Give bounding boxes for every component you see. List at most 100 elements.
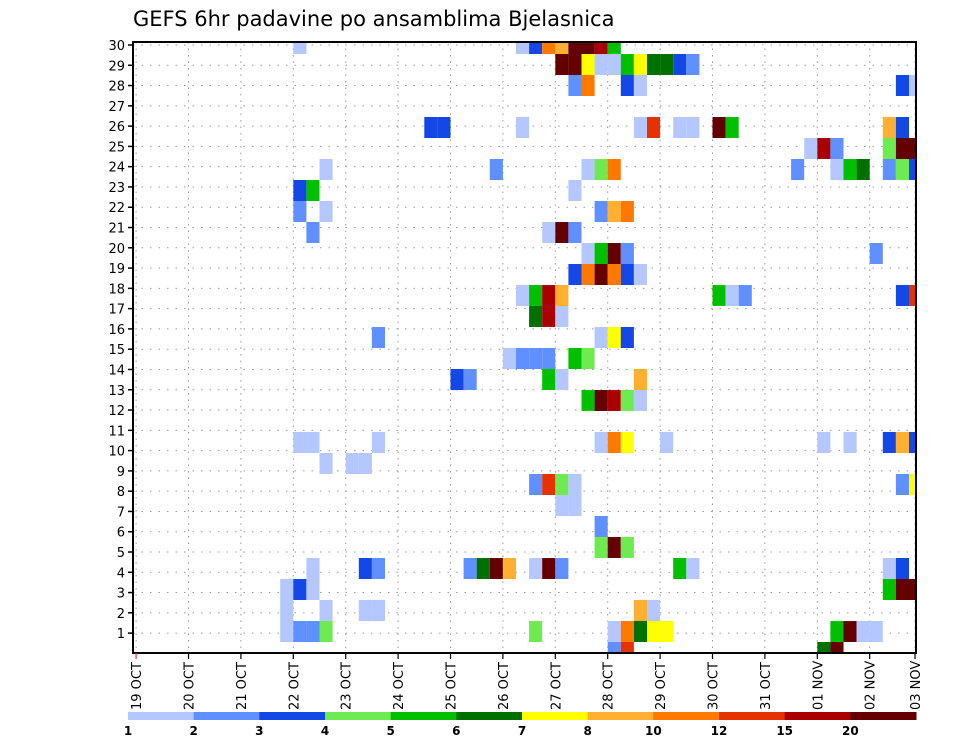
heatmap-cell-member-13	[633, 390, 647, 411]
x-tick-label: 27 OCT	[549, 662, 564, 710]
heatmap-cell-member-20	[869, 243, 883, 264]
y-tick-label: 18	[108, 282, 125, 297]
heatmap-cell-member-30	[607, 42, 621, 54]
heatmap-cell-member-26	[686, 117, 700, 138]
heatmap-cell-member-15	[542, 348, 556, 369]
heatmap-cell-member-26	[725, 117, 739, 138]
heatmap-cell-member-28	[909, 75, 916, 96]
heatmap-cell-member-9	[529, 474, 543, 495]
heatmap-cell-member-24	[319, 159, 333, 180]
heatmap-cell-member-11	[371, 432, 385, 453]
heatmap-cell-member-3	[319, 600, 333, 621]
heatmap-cell-member-11	[909, 432, 916, 453]
colorbar-segment	[193, 712, 260, 720]
heatmap-cell-member-25	[830, 138, 844, 159]
heatmap-cell-member-28	[568, 75, 582, 96]
heatmap-cell-member-18	[895, 285, 909, 306]
heatmap-cell-member-23	[568, 180, 582, 201]
heatmap-cell-member-2	[830, 621, 844, 642]
heatmap-cell-member-15	[516, 348, 530, 369]
colorbar-label: 12	[711, 724, 728, 738]
heatmap-cell-member-5	[529, 558, 543, 579]
heatmap-cell-member-11	[882, 432, 896, 453]
heatmap-cell-member-25	[817, 138, 831, 159]
x-tick-label: 29 OCT	[654, 662, 669, 710]
heatmap-cell-member-14	[555, 369, 569, 390]
heatmap-cell-member-2	[620, 621, 634, 642]
heatmap-cell-member-29	[673, 54, 687, 75]
heatmap-cell-member-19	[607, 264, 621, 285]
heatmap-cell-member-2	[607, 621, 621, 642]
heatmap-cell-member-1	[620, 642, 634, 653]
heatmap-cell-member-26	[882, 117, 896, 138]
heatmap-cell-member-9	[909, 474, 916, 495]
heatmap-cell-member-10	[358, 453, 372, 474]
heatmap-cell-member-16	[594, 327, 608, 348]
colorbar-label: 5	[386, 724, 394, 738]
heatmap-cell-member-6	[620, 537, 634, 558]
heatmap-cell-member-11	[306, 432, 320, 453]
heatmap-cell-member-2	[529, 621, 543, 642]
heatmap-cell-member-2	[869, 621, 883, 642]
heatmap-cell-member-2	[660, 621, 674, 642]
y-axis: 1234567891011121314151617181920212223242…	[108, 39, 133, 642]
x-tick-label: 19 OCT	[130, 662, 145, 710]
heatmap-cell-member-25	[882, 138, 896, 159]
heatmap-cell-member-29	[660, 54, 674, 75]
y-tick-label: 13	[108, 384, 125, 399]
colorbar-segment	[719, 712, 786, 720]
heatmap-cell-member-23	[293, 180, 307, 201]
y-tick-label: 10	[108, 445, 125, 460]
heatmap-cell-member-16	[371, 327, 385, 348]
heatmap-cell-member-2	[647, 621, 661, 642]
y-tick-label: 6	[117, 526, 125, 541]
x-tick-label: 30 OCT	[707, 662, 722, 710]
heatmap-cell-member-5	[502, 558, 516, 579]
x-tick-label: 22 OCT	[287, 662, 302, 710]
heatmap-cell-member-22	[607, 201, 621, 222]
heatmap-cell-member-18	[725, 285, 739, 306]
heatmap-cell-member-3	[358, 600, 372, 621]
heatmap-cell-member-30	[542, 42, 556, 54]
heatmap-cell-member-5	[463, 558, 477, 579]
colorbar-segment	[653, 712, 720, 720]
heatmap-cell-member-3	[280, 600, 294, 621]
heatmap-cell-member-6	[607, 537, 621, 558]
y-tick-label: 23	[108, 181, 125, 196]
heatmap-cell-member-5	[476, 558, 490, 579]
colorbar-label: 20	[842, 724, 859, 738]
heatmap-cell-member-17	[555, 306, 569, 327]
y-tick-label: 21	[108, 222, 125, 237]
heatmap-cell-member-17	[529, 306, 543, 327]
colorbar-legend: 1 2 3 4 5 6 7 8 10 12 15 20	[124, 712, 917, 738]
heatmap-cell-member-20	[581, 243, 595, 264]
heatmap-cell-member-19	[581, 264, 595, 285]
heatmap-cell-member-7	[594, 516, 608, 537]
y-tick-label: 16	[108, 323, 125, 338]
heatmap-cell-member-5	[306, 558, 320, 579]
heatmap-cell-member-18	[542, 285, 556, 306]
chart-title: GEFS 6hr padavine po ansamblima Bjelasni…	[133, 7, 614, 31]
colorbar-segment	[522, 712, 589, 720]
heatmap-cell-member-8	[555, 495, 569, 516]
heatmap-cell-member-29	[568, 54, 582, 75]
heatmap-cell-member-18	[712, 285, 726, 306]
colorbar-label: 1	[124, 724, 132, 738]
heatmap-cells	[280, 42, 916, 653]
colorbar-segment	[325, 712, 392, 720]
heatmap-cell-member-18	[555, 285, 569, 306]
heatmap-cell-member-15	[529, 348, 543, 369]
y-tick-label: 3	[117, 587, 125, 602]
heatmap-cell-member-28	[581, 75, 595, 96]
heatmap-cell-member-19	[568, 264, 582, 285]
heatmap-cell-member-4	[895, 579, 909, 600]
heatmap-cell-member-23	[306, 180, 320, 201]
heatmap-cell-member-14	[450, 369, 464, 390]
heatmap-cell-member-1	[830, 642, 844, 653]
heatmap-cell-member-24	[895, 159, 909, 180]
heatmap-cell-member-30	[594, 42, 608, 54]
heatmap-cell-member-11	[620, 432, 634, 453]
heatmap-cell-member-4	[882, 579, 896, 600]
heatmap-cell-member-25	[909, 138, 916, 159]
x-tick-label: 28 OCT	[602, 662, 617, 710]
